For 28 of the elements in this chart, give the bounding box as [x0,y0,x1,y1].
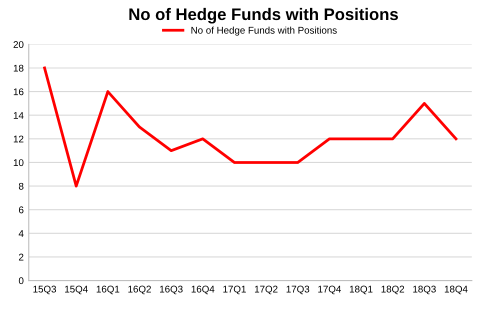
y-tick-label: 20 [14,41,24,48]
y-tick-label: 6 [18,206,24,214]
chart-title: No of Hedge Funds with Positions [129,8,398,24]
y-tick-label: 14 [14,112,24,119]
x-tick-label: 18Q1 [350,286,372,294]
x-tick-label: 18Q4 [444,286,468,294]
y-tick-label: 2 [18,254,24,260]
legend-label: No of Hedge Funds with Positions [191,26,337,36]
x-tick-label: 17Q4 [318,286,342,294]
x-tick-label: 15Q3 [33,286,56,294]
x-tick-label: 16Q4 [192,286,214,294]
y-tick-label: 0 [18,277,24,284]
y-tick-label: 12 [14,136,24,142]
x-tick-label: 16Q1 [96,286,120,294]
x-tick-label: 17Q2 [254,286,278,294]
x-tick-label: 18Q3 [413,286,436,294]
y-tick-label: 4 [18,230,24,237]
x-tick-label: 16Q2 [128,286,151,294]
x-tick-label: 17Q1 [223,286,246,294]
x-tick-label: 17Q3 [286,286,310,294]
x-tick-label: 15Q4 [65,286,88,294]
x-tick-label: 18Q2 [382,286,404,294]
y-tick-label: 16 [14,88,24,96]
line-series [43,66,458,188]
y-tick-label: 10 [14,159,24,166]
x-tick-label: 16Q3 [160,286,183,294]
y-tick-label: 8 [18,182,24,190]
y-tick-label: 18 [14,64,24,72]
